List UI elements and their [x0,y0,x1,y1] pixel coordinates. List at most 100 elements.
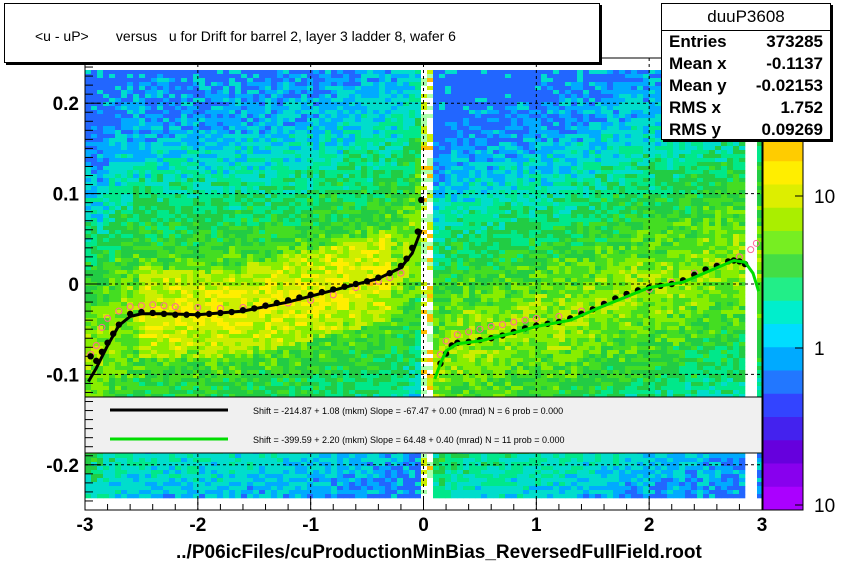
heat-cell [151,390,158,395]
heat-cell [115,154,122,159]
heat-cell [193,270,200,275]
heat-cell [97,298,104,303]
heat-cell [97,154,104,159]
heat-cell [235,366,242,371]
heat-cell [181,486,188,491]
heat-cell [229,478,236,483]
heat-cell [133,394,140,399]
heat-cell [319,246,326,251]
heat-cell [337,282,344,287]
heat-cell [115,118,122,123]
heat-cell [295,102,302,107]
heat-cell [301,278,308,283]
heat-cell [163,354,170,359]
heat-cell [181,390,188,395]
heat-cell [301,74,308,79]
heat-cell [235,74,242,79]
heat-cell [109,186,116,191]
heat-cell [211,266,218,271]
heat-cell [313,286,320,291]
heat-cell [169,170,176,175]
heat-cell [169,250,176,255]
heat-cell [343,258,350,263]
heat-cell [205,382,212,387]
heat-cell [193,170,200,175]
heat-cell [85,494,92,499]
heat-cell [355,302,362,307]
heat-cell [277,338,284,343]
heat-cell [91,226,98,231]
heat-cell [139,478,146,483]
heat-cell [211,74,218,79]
heat-cell [319,238,326,243]
heat-cell [355,98,362,103]
heat-cell [265,158,272,163]
heat-cell [241,170,248,175]
heat-cell [319,326,326,331]
heat-cell [253,478,260,483]
heat-cell [355,386,362,391]
heat-cell [325,214,332,219]
heat-cell [307,386,314,391]
heat-cell [313,350,320,355]
heat-cell [229,226,236,231]
heat-cell [253,390,260,395]
heat-cell [259,178,266,183]
heat-cell [307,270,314,275]
heat-cell [283,198,290,203]
heat-cell [223,330,230,335]
heat-cell [103,278,110,283]
heat-cell [151,202,158,207]
heat-cell [133,470,140,475]
heat-cell [265,386,272,391]
heat-cell [259,154,266,159]
heat-cell [343,126,350,131]
heat-cell [133,86,140,91]
heat-cell [235,350,242,355]
heat-cell [313,130,320,135]
heat-cell [325,294,332,299]
heat-cell [313,198,320,203]
heat-cell [223,362,230,367]
heat-cell [277,494,284,499]
heat-cell [157,382,164,387]
heat-cell [205,98,212,103]
heat-cell [283,102,290,107]
heat-cell [151,262,158,267]
heat-cell [223,230,230,235]
heat-cell [193,234,200,239]
heat-cell [109,242,116,247]
heat-cell [133,326,140,331]
heat-cell [241,282,248,287]
heat-cell [157,118,164,123]
heat-cell [331,334,338,339]
heat-cell [259,226,266,231]
heat-cell [133,454,140,459]
heat-cell [295,290,302,295]
heat-cell [229,262,236,267]
heat-cell [289,366,296,371]
heat-cell [175,382,182,387]
heat-cell [205,330,212,335]
heat-cell [193,362,200,367]
heat-cell [295,206,302,211]
heat-cell [283,150,290,155]
heat-cell [121,330,128,335]
heat-cell [109,378,116,383]
heat-cell [217,118,224,123]
heat-cell [313,170,320,175]
heat-cell [313,394,320,399]
heat-cell [235,290,242,295]
heat-cell [235,390,242,395]
heat-cell [127,486,134,491]
heat-cell [355,206,362,211]
heat-cell [271,214,278,219]
heat-cell [103,130,110,135]
heat-cell [211,278,218,283]
heat-cell [139,486,146,491]
heat-cell [301,474,308,479]
heat-cell [127,238,134,243]
heat-cell [265,190,272,195]
heat-cell [331,110,338,115]
heat-cell [211,78,218,83]
